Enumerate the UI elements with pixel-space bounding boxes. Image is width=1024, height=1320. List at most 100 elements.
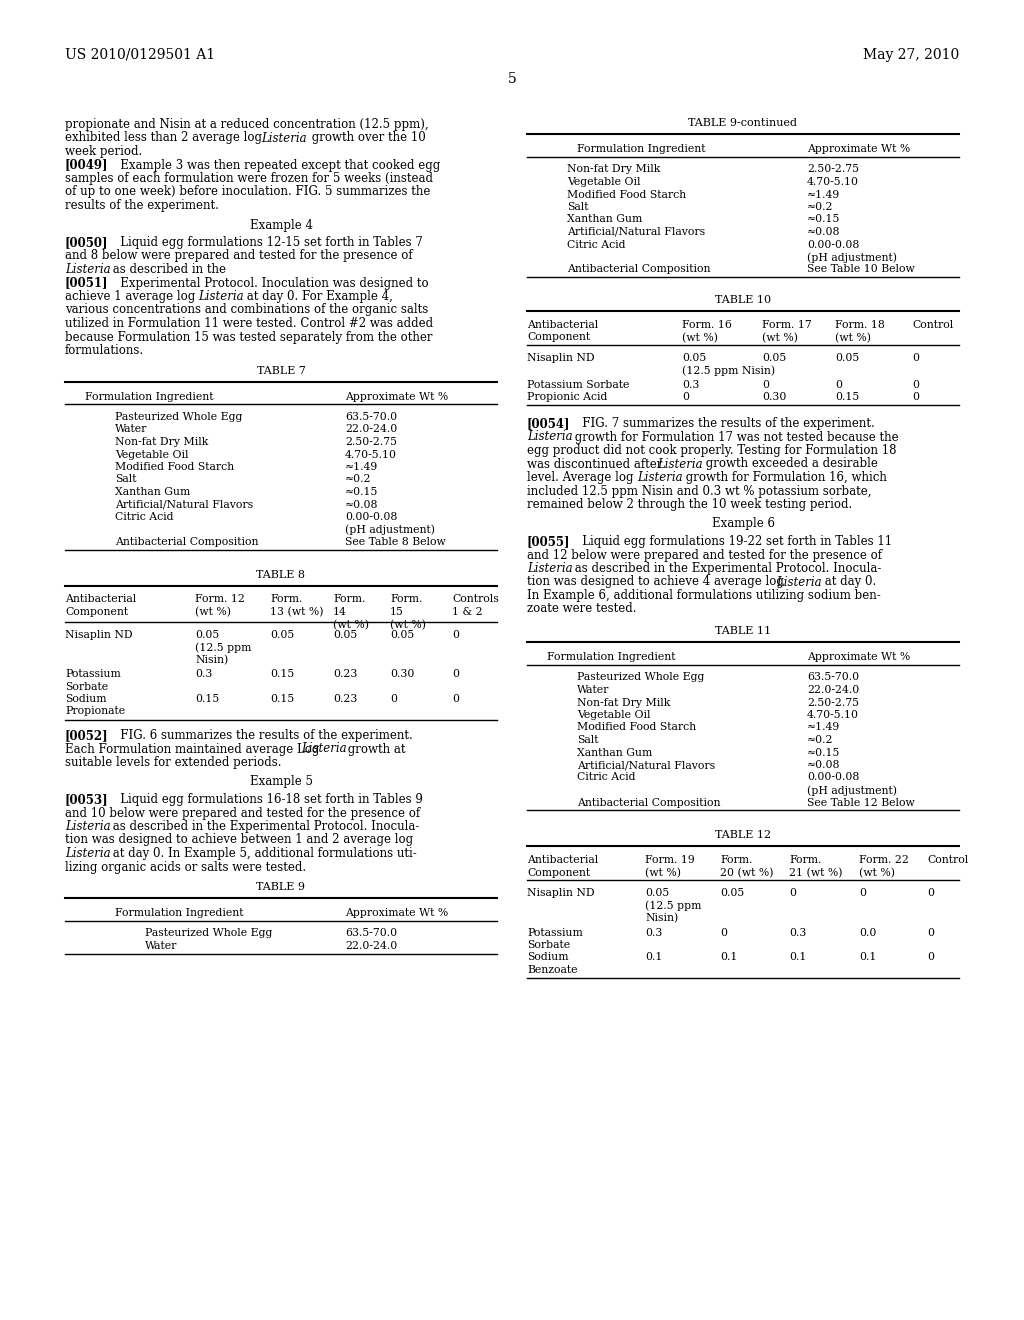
Text: growth over the 10: growth over the 10 [308,132,426,144]
Text: Listeria: Listeria [301,742,347,755]
Text: 63.5-70.0: 63.5-70.0 [345,412,397,422]
Text: 0: 0 [682,392,689,403]
Text: 0.3: 0.3 [682,380,699,389]
Text: Antibacterial: Antibacterial [527,319,598,330]
Text: Antibacterial Composition: Antibacterial Composition [577,797,721,808]
Text: formulations.: formulations. [65,345,144,356]
Text: 5: 5 [508,73,516,86]
Text: 0: 0 [790,888,796,898]
Text: at day 0.: at day 0. [821,576,877,589]
Text: 0.00-0.08: 0.00-0.08 [807,772,859,783]
Text: TABLE 8: TABLE 8 [256,569,305,579]
Text: 22.0-24.0: 22.0-24.0 [807,685,859,696]
Text: Citric Acid: Citric Acid [567,239,626,249]
Text: May 27, 2010: May 27, 2010 [863,48,959,62]
Text: Approximate Wt %: Approximate Wt % [345,908,449,917]
Text: [0052]: [0052] [65,729,109,742]
Text: Control: Control [927,855,969,865]
Text: 0: 0 [912,352,919,363]
Text: remained below 2 through the 10 week testing period.: remained below 2 through the 10 week tes… [527,498,852,511]
Text: 0.1: 0.1 [859,953,877,962]
Text: 0.05: 0.05 [835,352,859,363]
Text: (pH adjustment): (pH adjustment) [807,785,897,796]
Text: (wt %): (wt %) [390,619,426,630]
Text: and 12 below were prepared and tested for the presence of: and 12 below were prepared and tested fo… [527,549,882,561]
Text: 0.1: 0.1 [720,953,737,962]
Text: Example 6: Example 6 [712,517,774,531]
Text: 0.00-0.08: 0.00-0.08 [807,239,859,249]
Text: Nisaplin ND: Nisaplin ND [527,352,595,363]
Text: TABLE 12: TABLE 12 [715,830,771,840]
Text: as described in the Experimental Protocol. Inocula-: as described in the Experimental Protoco… [109,820,420,833]
Text: Form.: Form. [720,855,753,865]
Text: 0.05: 0.05 [195,630,219,639]
Text: 22.0-24.0: 22.0-24.0 [345,941,397,950]
Text: ≈1.49: ≈1.49 [807,722,841,733]
Text: (wt %): (wt %) [835,333,871,343]
Text: Artificial/Natural Flavors: Artificial/Natural Flavors [577,760,715,770]
Text: Vegetable Oil: Vegetable Oil [567,177,640,187]
Text: 0: 0 [390,694,397,704]
Text: TABLE 7: TABLE 7 [257,366,305,375]
Text: included 12.5 ppm Nisin and 0.3 wt % potassium sorbate,: included 12.5 ppm Nisin and 0.3 wt % pot… [527,484,871,498]
Text: Liquid egg formulations 12-15 set forth in Tables 7: Liquid egg formulations 12-15 set forth … [109,236,423,249]
Text: 0.15: 0.15 [270,669,294,678]
Text: tion was designed to achieve between 1 and 2 average log: tion was designed to achieve between 1 a… [65,833,413,846]
Text: egg product did not cook properly. Testing for Formulation 18: egg product did not cook properly. Testi… [527,444,896,457]
Text: 0: 0 [912,380,919,389]
Text: growth for Formulation 17 was not tested because the: growth for Formulation 17 was not tested… [571,430,899,444]
Text: 4.70-5.10: 4.70-5.10 [807,177,859,187]
Text: Xanthan Gum: Xanthan Gum [577,747,652,758]
Text: as described in the: as described in the [109,263,226,276]
Text: Antibacterial Composition: Antibacterial Composition [567,264,711,275]
Text: ≈1.49: ≈1.49 [345,462,378,473]
Text: Formulation Ingredient: Formulation Ingredient [85,392,213,401]
Text: Example 3 was then repeated except that cooked egg: Example 3 was then repeated except that … [109,158,440,172]
Text: Nisin): Nisin) [195,655,228,665]
Text: and 10 below were prepared and tested for the presence of: and 10 below were prepared and tested fo… [65,807,420,820]
Text: Water: Water [115,425,147,434]
Text: ≈0.08: ≈0.08 [807,227,841,238]
Text: Artificial/Natural Flavors: Artificial/Natural Flavors [567,227,706,238]
Text: ≈0.15: ≈0.15 [807,747,841,758]
Text: Listeria: Listeria [261,132,306,144]
Text: 13 (wt %): 13 (wt %) [270,607,324,618]
Text: TABLE 9-continued: TABLE 9-continued [688,117,798,128]
Text: Form. 18: Form. 18 [835,319,885,330]
Text: 4.70-5.10: 4.70-5.10 [345,450,397,459]
Text: ≈0.15: ≈0.15 [345,487,379,498]
Text: Modified Food Starch: Modified Food Starch [115,462,234,473]
Text: 0.15: 0.15 [270,694,294,704]
Text: Component: Component [527,333,590,342]
Text: Sorbate: Sorbate [527,940,570,950]
Text: Listeria: Listeria [65,847,111,861]
Text: Form.: Form. [270,594,302,605]
Text: week period.: week period. [65,145,142,158]
Text: (wt %): (wt %) [195,607,231,618]
Text: Formulation Ingredient: Formulation Ingredient [115,908,244,917]
Text: samples of each formulation were frozen for 5 weeks (instead: samples of each formulation were frozen … [65,172,433,185]
Text: 0: 0 [720,928,727,937]
Text: (wt %): (wt %) [859,867,895,878]
Text: as described in the Experimental Protocol. Inocula-: as described in the Experimental Protoco… [571,562,882,576]
Text: FIG. 7 summarizes the results of the experiment.: FIG. 7 summarizes the results of the exp… [571,417,874,430]
Text: 63.5-70.0: 63.5-70.0 [345,928,397,939]
Text: (12.5 ppm: (12.5 ppm [645,900,701,911]
Text: Pasteurized Whole Egg: Pasteurized Whole Egg [577,672,705,682]
Text: Xanthan Gum: Xanthan Gum [115,487,190,498]
Text: 2.50-2.75: 2.50-2.75 [807,165,859,174]
Text: Propionic Acid: Propionic Acid [527,392,607,403]
Text: Form.: Form. [390,594,422,605]
Text: See Table 10 Below: See Table 10 Below [807,264,914,275]
Text: Vegetable Oil: Vegetable Oil [577,710,650,719]
Text: propionate and Nisin at a reduced concentration (12.5 ppm),: propionate and Nisin at a reduced concen… [65,117,429,131]
Text: growth for Formulation 16, which: growth for Formulation 16, which [682,471,887,484]
Text: Salt: Salt [115,474,136,484]
Text: Salt: Salt [567,202,589,213]
Text: Propionate: Propionate [65,706,125,717]
Text: Listeria: Listeria [637,471,683,484]
Text: TABLE 9: TABLE 9 [256,882,305,892]
Text: Controls: Controls [452,594,499,605]
Text: 21 (wt %): 21 (wt %) [790,867,843,878]
Text: (pH adjustment): (pH adjustment) [345,524,435,535]
